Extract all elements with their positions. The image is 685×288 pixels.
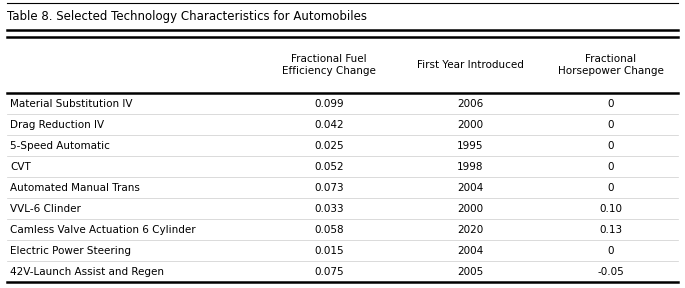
Text: 0: 0 — [608, 141, 614, 151]
Text: VVL-6 Clinder: VVL-6 Clinder — [10, 204, 81, 214]
Text: 2000: 2000 — [457, 204, 483, 214]
Text: 2020: 2020 — [457, 225, 483, 235]
Text: 2000: 2000 — [457, 120, 483, 130]
Text: 0.025: 0.025 — [314, 141, 344, 151]
Text: 0: 0 — [608, 120, 614, 130]
Text: 1995: 1995 — [457, 141, 484, 151]
Text: 0.042: 0.042 — [314, 120, 344, 130]
Text: CVT: CVT — [10, 162, 31, 172]
Text: 0.015: 0.015 — [314, 246, 344, 256]
Text: 0.10: 0.10 — [599, 204, 623, 214]
Text: 0: 0 — [608, 183, 614, 193]
Text: Camless Valve Actuation 6 Cylinder: Camless Valve Actuation 6 Cylinder — [10, 225, 196, 235]
Text: Electric Power Steering: Electric Power Steering — [10, 246, 132, 256]
Text: -0.05: -0.05 — [597, 267, 625, 277]
Text: 0.073: 0.073 — [314, 183, 344, 193]
Text: 0.058: 0.058 — [314, 225, 344, 235]
Text: 0: 0 — [608, 162, 614, 172]
Text: 2005: 2005 — [457, 267, 483, 277]
Text: 0.13: 0.13 — [599, 225, 623, 235]
Text: Table 8. Selected Technology Characteristics for Automobiles: Table 8. Selected Technology Characteris… — [7, 10, 367, 23]
Text: 2004: 2004 — [457, 183, 483, 193]
Text: 0: 0 — [608, 246, 614, 256]
Text: 0: 0 — [608, 98, 614, 109]
Text: Automated Manual Trans: Automated Manual Trans — [10, 183, 140, 193]
Text: 5-Speed Automatic: 5-Speed Automatic — [10, 141, 110, 151]
Text: First Year Introduced: First Year Introduced — [416, 60, 523, 70]
Text: Material Substitution IV: Material Substitution IV — [10, 98, 133, 109]
Text: 0.052: 0.052 — [314, 162, 344, 172]
Text: 0.033: 0.033 — [314, 204, 344, 214]
Text: 2006: 2006 — [457, 98, 483, 109]
Text: 2004: 2004 — [457, 246, 483, 256]
Text: Drag Reduction IV: Drag Reduction IV — [10, 120, 104, 130]
Text: Fractional Fuel
Efficiency Change: Fractional Fuel Efficiency Change — [282, 54, 376, 76]
Text: 0.075: 0.075 — [314, 267, 344, 277]
Text: 1998: 1998 — [457, 162, 484, 172]
Text: 42V-Launch Assist and Regen: 42V-Launch Assist and Regen — [10, 267, 164, 277]
Text: Fractional
Horsepower Change: Fractional Horsepower Change — [558, 54, 664, 76]
Text: 0.099: 0.099 — [314, 98, 344, 109]
